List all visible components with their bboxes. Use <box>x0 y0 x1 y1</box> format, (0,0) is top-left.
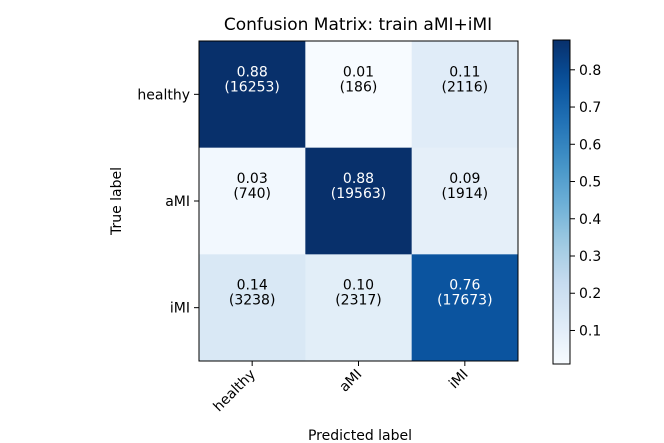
cell-count-label: (2116) <box>442 79 489 95</box>
cell-count-label: (16253) <box>224 79 279 95</box>
matrix-cell-fill <box>305 254 413 362</box>
x-axis-label: Predicted label <box>308 428 412 443</box>
cell-count-label: (1914) <box>442 186 489 202</box>
y-tick-label: iMI <box>170 301 190 317</box>
colorbar-tick-label: 0.7 <box>579 100 601 116</box>
x-tick-label: healthy <box>210 367 259 416</box>
matrix-cell-fill <box>305 41 413 149</box>
y-tick-label: healthy <box>137 87 190 103</box>
x-tick-label: iMI <box>446 367 472 393</box>
cell-value-label: 0.88 <box>237 64 268 80</box>
matrix-cell: 0.88(16253) <box>199 41 306 149</box>
matrix-cell: 0.11(2116) <box>411 41 519 149</box>
cell-value-label: 0.09 <box>449 171 480 187</box>
chart-title: Confusion Matrix: train aMI+iMI <box>224 15 492 35</box>
cell-count-label: (17673) <box>437 293 492 309</box>
colorbar-tick-label: 0.6 <box>579 137 601 153</box>
colorbar-tick-label: 0.8 <box>579 63 601 79</box>
cell-value-label: 0.14 <box>237 278 268 294</box>
matrix-cell: 0.10(2317) <box>305 254 413 362</box>
matrix-cell-fill <box>199 254 306 362</box>
matrix-cell: 0.01(186) <box>305 41 413 149</box>
matrix-cell-fill <box>411 254 519 362</box>
cell-value-label: 0.01 <box>343 64 374 80</box>
colorbar-tick-label: 0.4 <box>579 212 601 228</box>
matrix-cell-fill <box>199 147 306 255</box>
colorbar-tick-label: 0.2 <box>579 286 601 302</box>
matrix-cell: 0.09(1914) <box>411 147 519 255</box>
cell-count-label: (2317) <box>335 293 382 309</box>
cell-count-label: (19563) <box>331 186 386 202</box>
x-axis-ticks: healthy aMI iMI <box>210 361 472 416</box>
colorbar-tick-label: 0.5 <box>579 175 601 191</box>
cell-count-label: (3238) <box>229 293 276 309</box>
matrix-cell: 0.88(19563) <box>305 147 413 255</box>
colorbar-ticks: 0.1 0.2 0.3 0.4 0.5 0.6 0.7 0.8 <box>570 63 601 339</box>
colorbar-tick-label: 0.3 <box>579 249 601 265</box>
matrix-cell: 0.14(3238) <box>199 254 306 362</box>
matrix-cell: 0.03(740) <box>199 147 306 255</box>
y-axis-ticks: healthy aMI iMI <box>137 87 199 317</box>
cell-value-label: 0.76 <box>449 278 480 294</box>
colorbar-tick-label: 0.1 <box>579 323 601 339</box>
matrix-cell: 0.76(17673) <box>411 254 519 362</box>
cell-count-label: (740) <box>233 186 271 202</box>
matrix-cell-fill <box>305 147 413 255</box>
colorbar <box>552 39 571 365</box>
cell-count-label: (186) <box>340 79 378 95</box>
matrix-cell-fill <box>411 41 519 149</box>
matrix-cell-fill <box>411 147 519 255</box>
matrix-cells: 0.88(16253)0.01(186)0.11(2116)0.03(740)0… <box>199 41 519 362</box>
y-tick-label: aMI <box>165 194 190 210</box>
y-axis-label: True label <box>109 167 125 236</box>
cell-value-label: 0.10 <box>343 278 374 294</box>
cell-value-label: 0.11 <box>449 64 480 80</box>
matrix-cell-fill <box>199 41 306 149</box>
cell-value-label: 0.03 <box>237 171 268 187</box>
x-tick-label: aMI <box>336 367 365 396</box>
cell-value-label: 0.88 <box>343 171 374 187</box>
